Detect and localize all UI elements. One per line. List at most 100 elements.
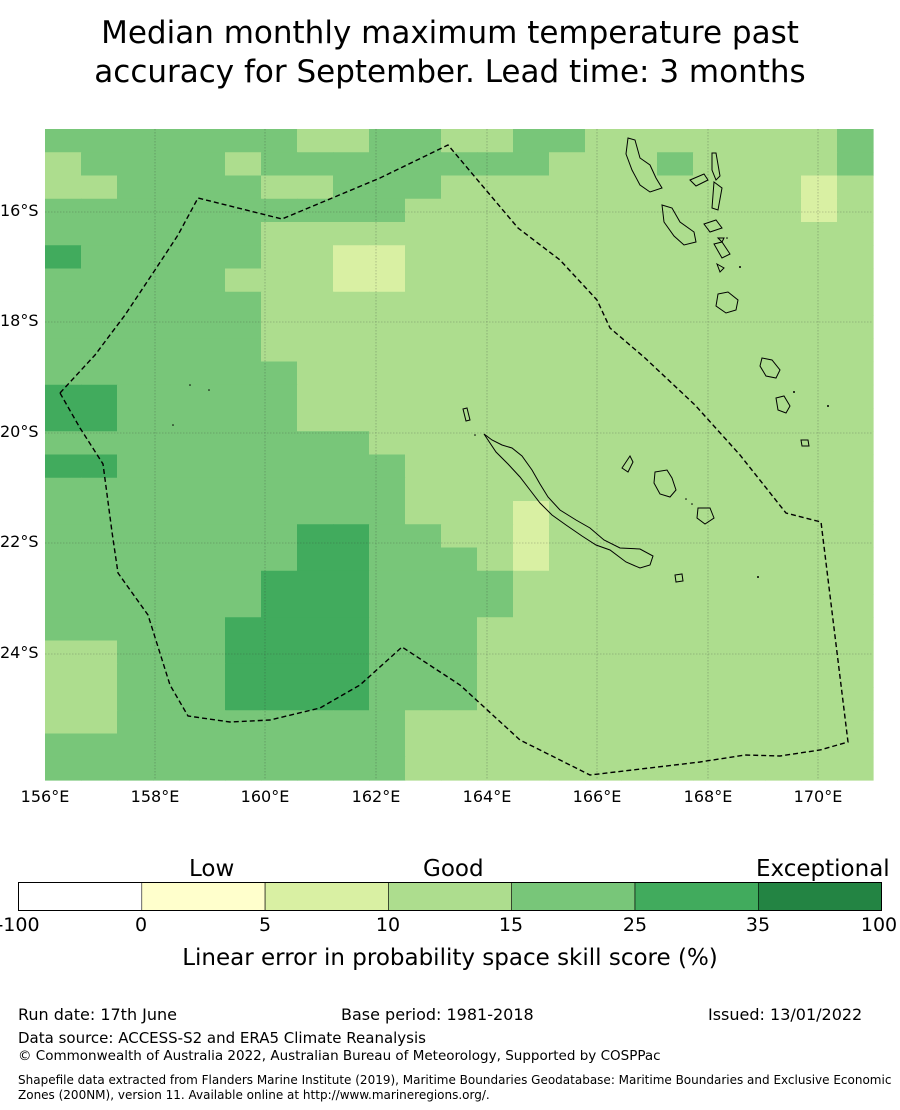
grid-cell xyxy=(189,640,226,665)
grid-cell xyxy=(189,710,226,735)
grid-cell xyxy=(729,687,766,711)
grid-cell xyxy=(513,617,550,642)
grid-cell xyxy=(657,617,694,642)
grid-cell xyxy=(765,477,802,502)
grid-cell xyxy=(657,431,694,456)
grid-cell xyxy=(513,315,550,339)
grid-cell xyxy=(477,640,514,665)
grid-cell xyxy=(513,570,550,595)
grid-cell xyxy=(369,198,406,223)
grid-cell xyxy=(225,477,262,502)
grid-cell xyxy=(765,361,802,386)
grid-cell xyxy=(405,710,442,735)
grid-cell xyxy=(261,477,298,502)
grid-cell xyxy=(657,756,694,781)
lon-label-164e: 164°E xyxy=(462,787,512,806)
grid-cell xyxy=(441,617,478,642)
grid-cell xyxy=(729,710,766,735)
grid-cell xyxy=(153,198,190,223)
grid-cell xyxy=(837,291,874,316)
grid-cell xyxy=(513,384,550,409)
grid-cell xyxy=(549,570,586,595)
grid-cell xyxy=(801,152,838,177)
grid-cell xyxy=(261,291,298,316)
category-good: Good xyxy=(423,856,484,882)
grid-cell xyxy=(405,640,442,665)
grid-cell xyxy=(297,245,334,270)
grid-cell xyxy=(693,547,730,572)
grid-cell xyxy=(81,408,118,432)
grid-cell xyxy=(837,501,874,525)
grid-cell xyxy=(513,547,550,572)
grid-cell xyxy=(513,408,550,432)
grid-cell xyxy=(765,663,802,688)
grid-cell xyxy=(621,222,658,246)
lon-label-156e: 156°E xyxy=(20,787,70,806)
grid-cell xyxy=(441,687,478,711)
grid-cell xyxy=(801,756,838,781)
colorbar-segment xyxy=(388,882,512,911)
grid-cell xyxy=(477,175,514,200)
grid-cell xyxy=(837,733,874,758)
grid-cell xyxy=(441,222,478,246)
ouvea-island xyxy=(621,455,634,473)
grid-cell xyxy=(513,501,550,525)
grid-cell xyxy=(801,594,838,618)
colorbar-segment xyxy=(18,882,143,911)
grid-cell xyxy=(765,408,802,432)
grid-cell xyxy=(189,547,226,572)
grid-cell xyxy=(513,361,550,386)
grid-cell xyxy=(45,570,82,595)
grid-cell xyxy=(765,547,802,572)
colorbar-segments xyxy=(18,882,882,911)
tanna-island xyxy=(775,395,791,414)
grid-cell xyxy=(837,547,874,572)
grid-cell xyxy=(441,477,478,502)
grid-cell xyxy=(765,524,802,549)
grid-cell xyxy=(297,291,334,316)
grid-cell xyxy=(297,640,334,665)
efate-island xyxy=(715,291,739,314)
grid-cell xyxy=(225,570,262,595)
grid-cell xyxy=(261,640,298,665)
grid-cell xyxy=(513,594,550,618)
grid-cell xyxy=(693,756,730,781)
grid-cell xyxy=(441,338,478,363)
grid-cell xyxy=(765,687,802,711)
grid-cell xyxy=(153,547,190,572)
grid-cell xyxy=(225,291,262,316)
grid-cell xyxy=(585,198,622,223)
grid-cell xyxy=(45,291,82,316)
grid-cell xyxy=(117,198,154,223)
grid-cell xyxy=(297,454,334,479)
grid-cell xyxy=(513,175,550,200)
grid-cell xyxy=(549,477,586,502)
grid-cell xyxy=(657,477,694,502)
grid-cell xyxy=(45,222,82,246)
grid-cell xyxy=(297,129,334,153)
grid-cell xyxy=(729,129,766,153)
grid-cell xyxy=(693,477,730,502)
grid-cell xyxy=(261,617,298,642)
grid-cell xyxy=(153,663,190,688)
grid-cell xyxy=(153,245,190,270)
grid-cell xyxy=(81,710,118,735)
grid-cell xyxy=(549,198,586,223)
grid-cell xyxy=(837,570,874,595)
grid-cell xyxy=(837,152,874,177)
grid-cell xyxy=(153,338,190,363)
grid-cell xyxy=(153,570,190,595)
small-island-c xyxy=(716,262,725,273)
grid-cell xyxy=(693,198,730,223)
grid-cell xyxy=(189,570,226,595)
grid-cell xyxy=(693,663,730,688)
grid-cell xyxy=(117,315,154,339)
grid-cell xyxy=(81,129,118,153)
erromango-island xyxy=(759,357,781,379)
grid-cell xyxy=(45,663,82,688)
grid-cell xyxy=(837,198,874,223)
grid-cell xyxy=(513,198,550,223)
grid-cell xyxy=(477,315,514,339)
grid-cell xyxy=(189,454,226,479)
grid-cell xyxy=(549,640,586,665)
